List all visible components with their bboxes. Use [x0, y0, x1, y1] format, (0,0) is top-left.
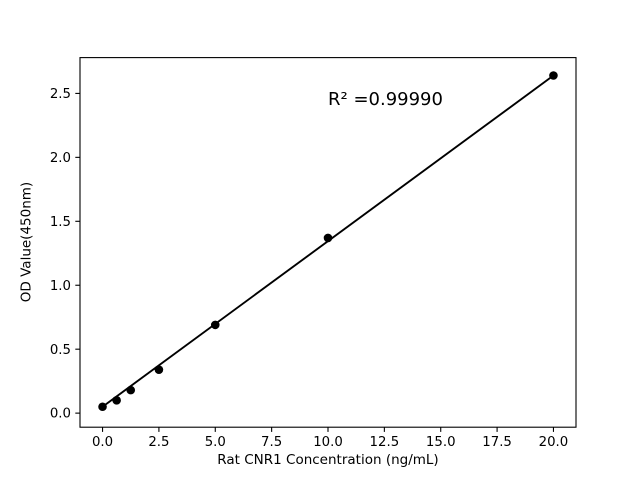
y-tick-label: 1.5 [50, 215, 71, 230]
x-axis-label: Rat CNR1 Concentration (ng/mL) [217, 452, 439, 468]
r-squared-annotation: R² =0.99990 [328, 89, 443, 110]
y-tick-label: 1.0 [50, 279, 71, 294]
x-tick-label: 17.5 [482, 435, 512, 450]
data-point [210, 320, 220, 330]
data-point [549, 71, 558, 80]
x-tick-label: 2.5 [148, 435, 169, 450]
x-tick-label: 10.0 [313, 435, 343, 450]
x-tick-label: 20.0 [539, 435, 569, 450]
x-tick-label: 5.0 [205, 435, 226, 450]
data-point [112, 396, 121, 405]
y-tick-label: 0.0 [50, 407, 71, 422]
x-tick-label: 0.0 [92, 435, 113, 450]
x-tick-label: 7.5 [261, 435, 282, 450]
data-point [126, 385, 136, 395]
x-tick-label: 12.5 [370, 435, 400, 450]
y-tick-label: 2.0 [50, 151, 71, 166]
y-tick-label: 2.5 [50, 87, 71, 102]
data-point [98, 402, 107, 412]
data-point [154, 365, 164, 374]
y-tick-label: 0.5 [50, 343, 71, 358]
x-tick-label: 15.0 [426, 435, 456, 450]
y-axis-label: OD Value(450nm) [18, 181, 35, 303]
data-point [323, 233, 333, 243]
